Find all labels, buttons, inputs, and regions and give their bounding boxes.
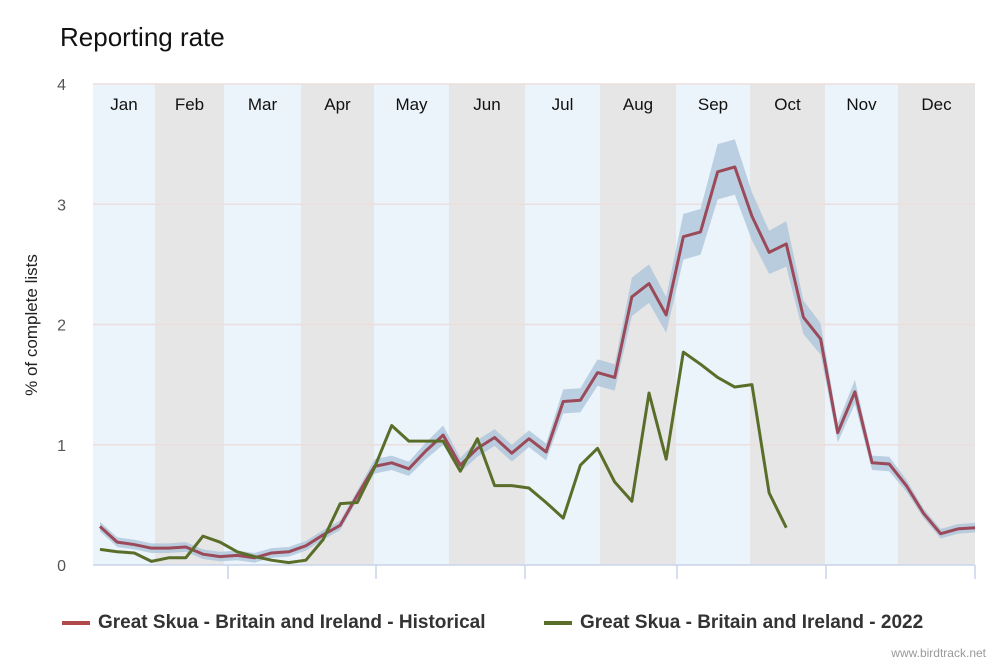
month-label: Nov [846, 95, 877, 114]
y-tick-label: 3 [57, 197, 66, 214]
y-tick-label: 4 [57, 77, 66, 94]
month-label: May [395, 95, 428, 114]
month-label: Aug [623, 95, 653, 114]
month-label: Mar [248, 95, 278, 114]
legend-label-2022: Great Skua - Britain and Ireland - 2022 [580, 612, 924, 633]
month-label: Apr [324, 95, 351, 114]
y-tick-label: 0 [57, 558, 66, 575]
chart-title: Reporting rate [60, 22, 225, 52]
series-line-historical [98, 165, 976, 560]
y-tick-label: 2 [57, 318, 66, 335]
legend-swatch-2022 [544, 621, 572, 625]
y-tick-label: 1 [57, 438, 66, 455]
legend-item-2022[interactable]: Great Skua - Britain and Ireland - 2022 [544, 612, 923, 634]
month-label: Jun [473, 95, 500, 114]
month-label: Dec [921, 95, 952, 114]
credit-link[interactable]: www.birdtrack.net [891, 646, 986, 660]
month-label: Feb [175, 95, 204, 114]
legend-label-historical: Great Skua - Britain and Ireland - Histo… [98, 612, 486, 633]
legend-swatch-historical [62, 621, 90, 625]
confidence-band-historical [100, 139, 975, 563]
month-label: Jul [552, 95, 574, 114]
legend-item-historical[interactable]: Great Skua - Britain and Ireland - Histo… [62, 612, 486, 634]
month-label: Oct [774, 95, 801, 114]
month-label: Sep [698, 95, 728, 114]
month-label: Jan [110, 95, 137, 114]
